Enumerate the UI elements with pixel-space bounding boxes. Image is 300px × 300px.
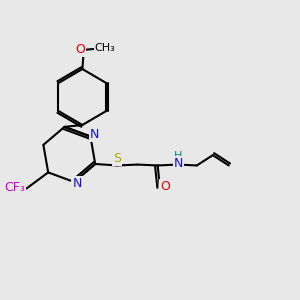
Text: N: N bbox=[72, 177, 82, 190]
Text: CH₃: CH₃ bbox=[94, 44, 116, 53]
Text: H: H bbox=[174, 151, 183, 161]
Text: N: N bbox=[174, 157, 183, 169]
Text: S: S bbox=[113, 152, 121, 165]
Text: N: N bbox=[90, 128, 100, 141]
Text: O: O bbox=[75, 43, 85, 56]
Text: O: O bbox=[160, 180, 170, 193]
Text: CF₃: CF₃ bbox=[4, 181, 25, 194]
